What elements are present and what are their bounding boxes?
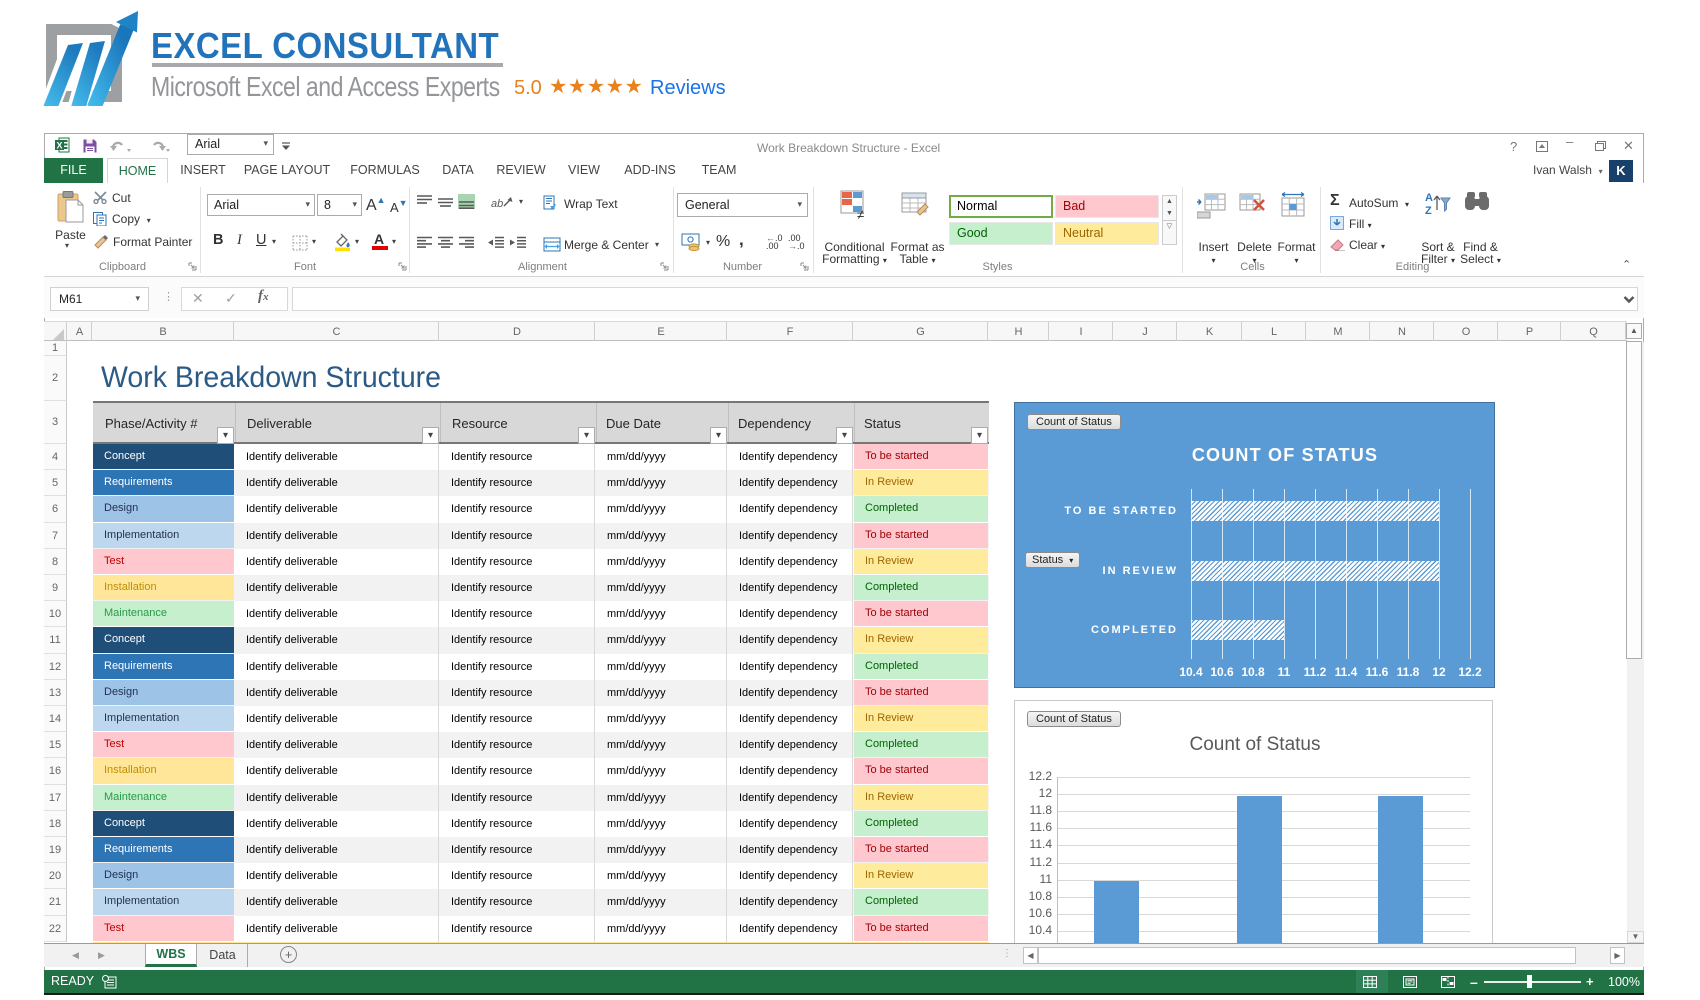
svg-text:X: X: [56, 141, 62, 151]
svg-text:≠: ≠: [857, 207, 864, 220]
svg-text:A: A: [1425, 192, 1433, 204]
svg-text:ab: ab: [491, 198, 503, 210]
svg-text:Z: Z: [1425, 205, 1432, 217]
